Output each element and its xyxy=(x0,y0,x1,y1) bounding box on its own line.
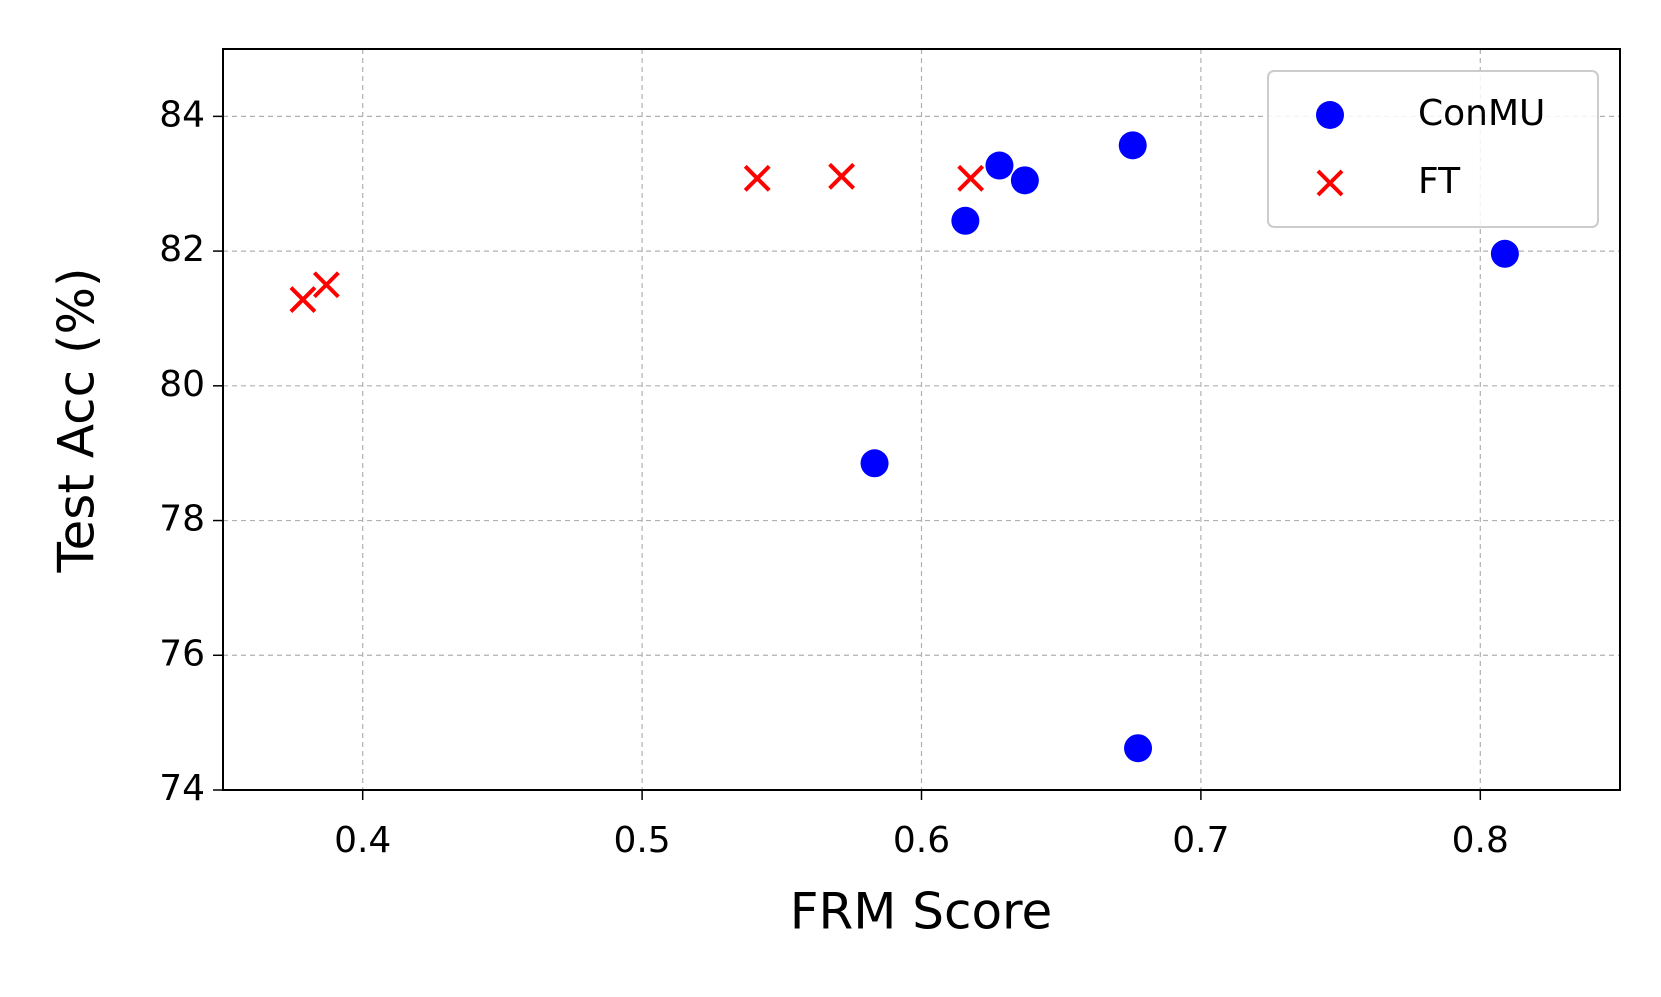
y-axis-label: Test Acc (%) xyxy=(48,267,106,573)
legend-marker xyxy=(1316,169,1344,197)
point xyxy=(985,151,1014,180)
point xyxy=(1124,734,1153,763)
legend-marker xyxy=(1316,101,1344,129)
y-tick-label: 80 xyxy=(159,364,205,405)
y-tick-label: 78 xyxy=(159,499,205,540)
point xyxy=(957,164,985,192)
y-tick-label: 84 xyxy=(159,94,205,135)
x-tick-label: 0.6 xyxy=(893,820,950,861)
y-tick-label: 74 xyxy=(159,768,205,809)
point xyxy=(312,271,340,299)
point xyxy=(1010,166,1039,195)
y-tick-label: 82 xyxy=(159,229,205,270)
x-tick-label: 0.4 xyxy=(334,820,391,861)
legend-text: FT xyxy=(1418,161,1461,202)
point xyxy=(951,206,980,235)
x-tick-label: 0.7 xyxy=(1172,820,1229,861)
x-tick-label: 0.5 xyxy=(613,820,670,861)
point xyxy=(743,164,771,192)
x-tick-label: 0.8 xyxy=(1452,820,1509,861)
legend-box xyxy=(1267,70,1599,228)
x-axis-label: FRM Score xyxy=(790,883,1053,941)
point xyxy=(289,286,317,314)
point xyxy=(860,449,889,478)
point xyxy=(1490,239,1519,268)
point xyxy=(1118,131,1147,160)
y-tick-label: 76 xyxy=(159,633,205,674)
legend-text: ConMU xyxy=(1418,93,1545,134)
point xyxy=(828,162,856,190)
plot-frame xyxy=(222,48,1621,791)
